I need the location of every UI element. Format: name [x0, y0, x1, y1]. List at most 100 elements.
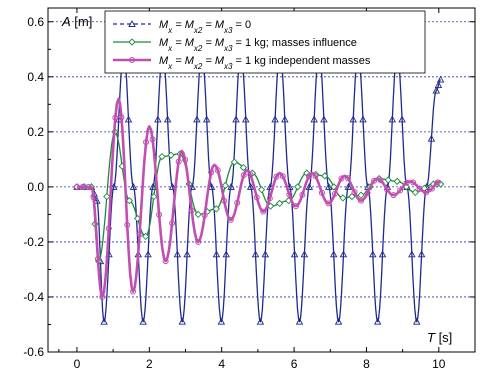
series-marker [247, 171, 254, 178]
series-marker [150, 192, 158, 201]
series-marker [139, 317, 147, 325]
series-marker [110, 182, 118, 190]
series-marker [143, 139, 150, 146]
series-marker [397, 187, 404, 194]
series-marker [124, 115, 133, 123]
series-marker [212, 205, 220, 213]
plot-frame [47, 7, 476, 353]
series-marker [242, 115, 250, 123]
series-marker [286, 191, 293, 198]
series-marker [93, 196, 101, 204]
series-marker [222, 250, 230, 258]
series-marker [357, 191, 365, 199]
legend: Mx = Mx2 = Mx3 = 0 Mx = Mx2 = Mx3 = 1 kg;… [104, 10, 426, 74]
series-marker [105, 225, 112, 232]
series-marker [393, 177, 401, 186]
series-marker [129, 182, 138, 190]
series-marker [371, 177, 378, 184]
series-marker [163, 115, 172, 123]
legend-item: Mx = Mx2 = Mx3 = 1 kg independent masses [113, 55, 371, 71]
y-tick-label: -0.6 [23, 345, 44, 359]
series-marker [305, 173, 312, 180]
series-marker [369, 250, 377, 258]
series-marker [266, 195, 273, 202]
series-marker [299, 191, 306, 198]
series-marker [294, 183, 302, 191]
series-marker [273, 173, 280, 180]
series-marker [285, 182, 294, 190]
series-marker [182, 156, 189, 163]
series-marker [318, 189, 325, 196]
series-marker [434, 179, 441, 186]
series-marker [416, 185, 423, 192]
series-marker [125, 197, 134, 205]
series-marker [251, 250, 260, 258]
series-marker [325, 182, 333, 190]
series-marker [331, 190, 338, 197]
series-marker [162, 258, 169, 265]
series-marker [207, 182, 216, 190]
series-marker [412, 317, 421, 325]
series-marker [279, 173, 286, 180]
series-marker [384, 176, 392, 184]
series-marker [271, 115, 279, 123]
series-marker [100, 317, 108, 325]
series-marker [261, 250, 270, 258]
x-tick-label: 10 [432, 357, 446, 371]
series-marker [432, 86, 441, 94]
series-marker [73, 183, 80, 190]
x-axis-title: T [s] [427, 330, 452, 345]
series-marker [232, 115, 240, 123]
series-marker [202, 115, 211, 123]
series-marker [344, 175, 351, 182]
series-marker [239, 163, 248, 172]
series-marker [351, 189, 358, 196]
series-marker [156, 211, 163, 218]
series-marker [168, 182, 177, 190]
series-marker [221, 181, 229, 190]
series-marker [312, 173, 319, 180]
series-marker [321, 172, 329, 180]
series-marker [281, 115, 289, 123]
series-marker [300, 250, 309, 258]
series-marker [292, 203, 299, 210]
x-tick-label: 6 [291, 357, 298, 371]
series-marker [388, 115, 397, 123]
series-marker [169, 220, 176, 227]
series-marker [230, 158, 238, 166]
series-marker [359, 115, 367, 123]
series-marker [390, 192, 397, 199]
y-tick-label: -0.4 [23, 290, 44, 304]
y-tick-label: 0.2 [27, 125, 44, 139]
series-marker [398, 115, 406, 123]
series-marker [378, 250, 387, 258]
y-axis-title: A [m] [61, 14, 92, 29]
legend-item: Mx = Mx2 = Mx3 = 1 kg; masses influence [113, 37, 357, 53]
series-marker [154, 115, 162, 123]
series-marker [266, 182, 274, 190]
series-marker [330, 183, 338, 191]
series-marker [253, 194, 260, 201]
series-marker [408, 250, 416, 258]
series-3 [73, 97, 441, 300]
series-marker [208, 169, 215, 176]
series-marker [136, 231, 143, 238]
series-marker [227, 182, 235, 190]
y-tick-label: -0.2 [23, 235, 44, 249]
series-marker [118, 114, 125, 121]
x-tick-label: 0 [74, 357, 81, 371]
series-marker [349, 115, 357, 123]
series-marker [188, 182, 196, 190]
legend-item: Mx = Mx2 = Mx3 = 0 [113, 19, 251, 35]
series-marker [290, 250, 299, 258]
series-marker [377, 177, 384, 184]
series-marker [90, 194, 97, 201]
series-marker [240, 172, 247, 179]
series-marker [201, 212, 208, 219]
x-tick-label: 4 [218, 357, 225, 371]
series-marker [373, 317, 382, 325]
y-tick-label: 0.4 [27, 70, 44, 84]
legend-box [104, 10, 426, 74]
series-marker [149, 182, 157, 190]
series-marker [320, 115, 328, 123]
